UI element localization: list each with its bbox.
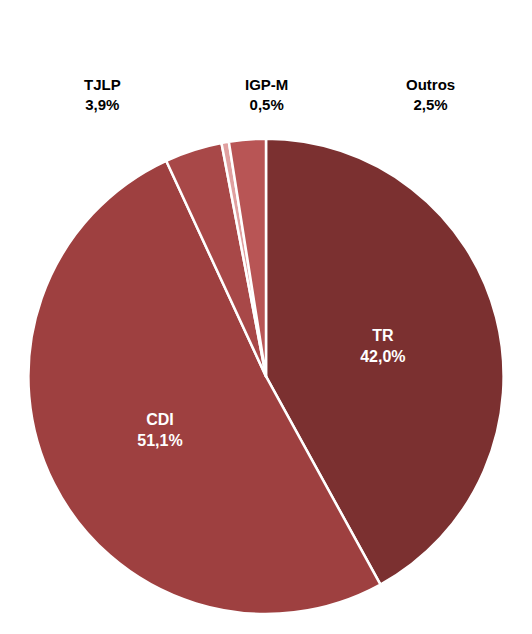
svg-text:CDI51,1%: CDI51,1% [137, 411, 182, 449]
svg-text:Outros2,5%: Outros2,5% [406, 76, 455, 113]
svg-text:TJLP3,9%: TJLP3,9% [84, 76, 121, 113]
svg-text:TR42,0%: TR42,0% [360, 327, 405, 365]
svg-text:IGP-M0,5%: IGP-M0,5% [245, 76, 288, 113]
